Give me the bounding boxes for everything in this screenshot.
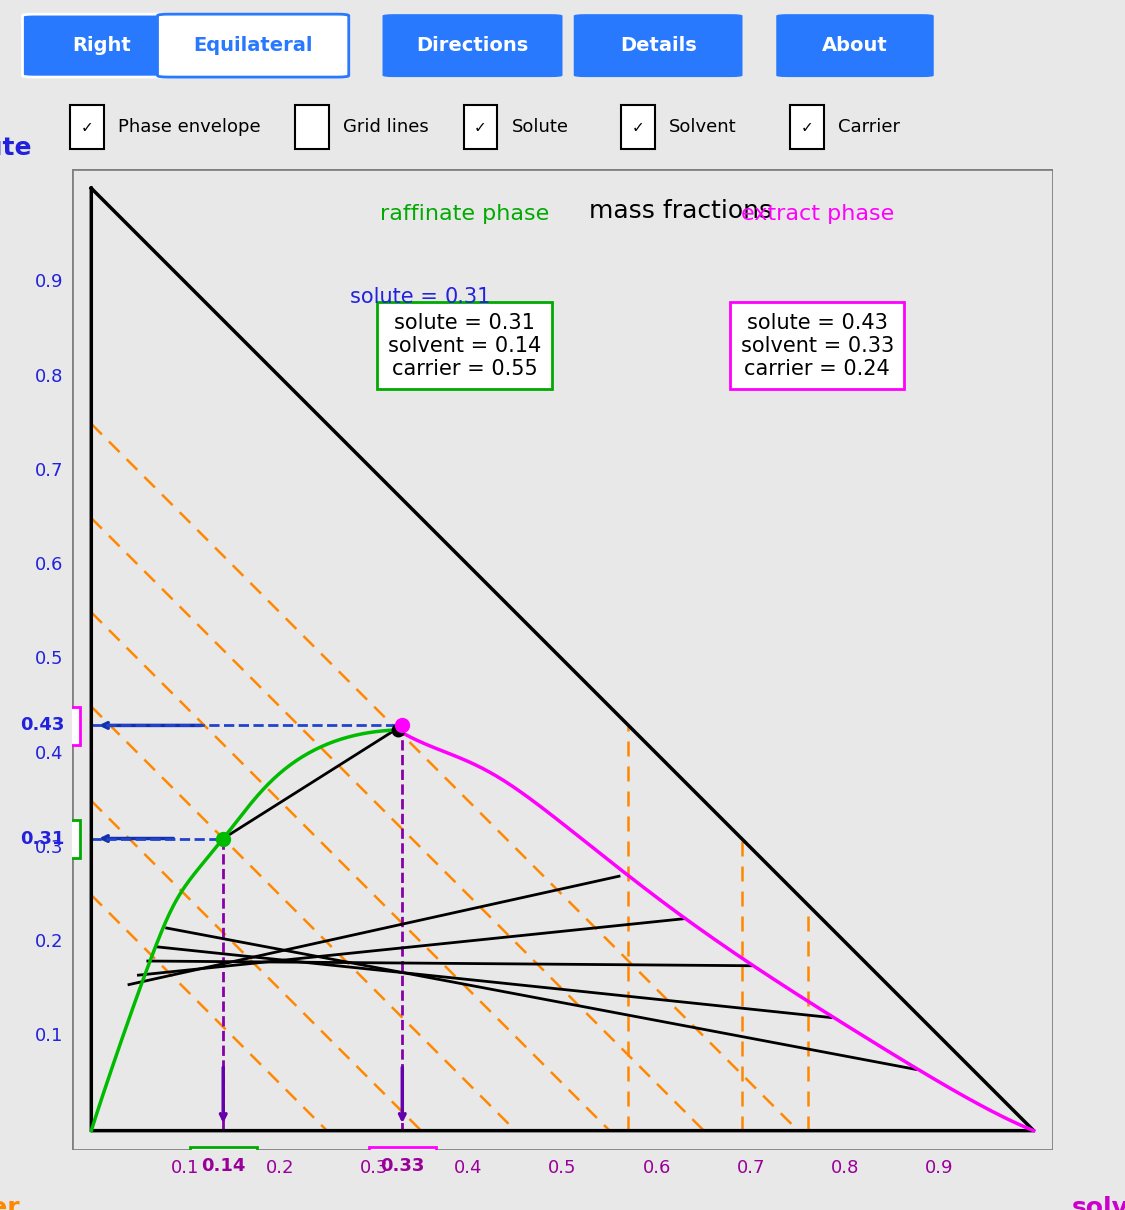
Text: 0.1: 0.1 <box>171 1159 200 1177</box>
Text: solute =: solute = <box>350 287 444 307</box>
FancyBboxPatch shape <box>158 15 349 77</box>
Text: 0.4: 0.4 <box>455 1159 483 1177</box>
Text: Solute: Solute <box>512 119 569 137</box>
FancyBboxPatch shape <box>776 15 934 77</box>
Text: mass fractions: mass fractions <box>588 198 772 223</box>
Text: Details: Details <box>620 36 696 56</box>
Text: 0.2: 0.2 <box>266 1159 294 1177</box>
Text: ✓: ✓ <box>80 120 93 134</box>
Text: ✓: ✓ <box>631 120 645 134</box>
Text: 0.4: 0.4 <box>35 744 63 762</box>
Text: 0.43: 0.43 <box>20 716 64 734</box>
Text: 0.5: 0.5 <box>35 651 63 668</box>
FancyBboxPatch shape <box>22 15 180 77</box>
Text: 0.3: 0.3 <box>360 1159 388 1177</box>
Text: Equilateral: Equilateral <box>193 36 313 56</box>
Text: solute = 0.43
solvent = 0.33
carrier = 0.24: solute = 0.43 solvent = 0.33 carrier = 0… <box>740 312 894 379</box>
Text: 0.6: 0.6 <box>642 1159 670 1177</box>
FancyBboxPatch shape <box>621 105 655 149</box>
FancyBboxPatch shape <box>464 105 497 149</box>
Text: solute: solute <box>0 136 33 160</box>
Text: 0.8: 0.8 <box>35 368 63 386</box>
Text: 0.9: 0.9 <box>925 1159 954 1177</box>
FancyBboxPatch shape <box>382 15 562 77</box>
Text: Right: Right <box>72 36 130 56</box>
FancyBboxPatch shape <box>3 819 80 858</box>
FancyBboxPatch shape <box>3 707 80 745</box>
Text: 0.1: 0.1 <box>35 1027 63 1045</box>
FancyBboxPatch shape <box>190 1147 258 1186</box>
FancyBboxPatch shape <box>295 105 328 149</box>
Text: Solvent: Solvent <box>669 119 737 137</box>
FancyBboxPatch shape <box>574 15 742 77</box>
FancyBboxPatch shape <box>369 1147 436 1186</box>
Text: About: About <box>822 36 888 56</box>
Text: 0.2: 0.2 <box>35 933 63 951</box>
Text: 0.7: 0.7 <box>737 1159 765 1177</box>
Text: Grid lines: Grid lines <box>343 119 429 137</box>
Text: Carrier: Carrier <box>838 119 900 137</box>
Text: carrier: carrier <box>0 1197 20 1210</box>
Text: 0.14: 0.14 <box>201 1157 245 1175</box>
Text: ✓: ✓ <box>474 120 487 134</box>
Text: Directions: Directions <box>416 36 529 56</box>
Text: solvent: solvent <box>1072 1197 1125 1210</box>
Text: 0.3: 0.3 <box>35 839 63 857</box>
Text: Phase envelope: Phase envelope <box>118 119 261 137</box>
FancyBboxPatch shape <box>790 105 824 149</box>
Text: 0.8: 0.8 <box>831 1159 860 1177</box>
FancyBboxPatch shape <box>70 105 104 149</box>
Text: raffinate phase: raffinate phase <box>380 203 549 224</box>
Text: solute = 0.31
solvent = 0.14
carrier = 0.55: solute = 0.31 solvent = 0.14 carrier = 0… <box>388 312 541 379</box>
Text: 0.5: 0.5 <box>548 1159 577 1177</box>
Text: 0.31: 0.31 <box>20 830 64 847</box>
Text: 0.9: 0.9 <box>35 273 63 292</box>
Text: ✓: ✓ <box>800 120 813 134</box>
Text: 0.6: 0.6 <box>35 557 63 575</box>
Text: 0.31: 0.31 <box>444 287 492 307</box>
Text: 0.7: 0.7 <box>35 462 63 480</box>
Text: extract phase: extract phase <box>740 203 894 224</box>
Text: 0.33: 0.33 <box>380 1157 424 1175</box>
